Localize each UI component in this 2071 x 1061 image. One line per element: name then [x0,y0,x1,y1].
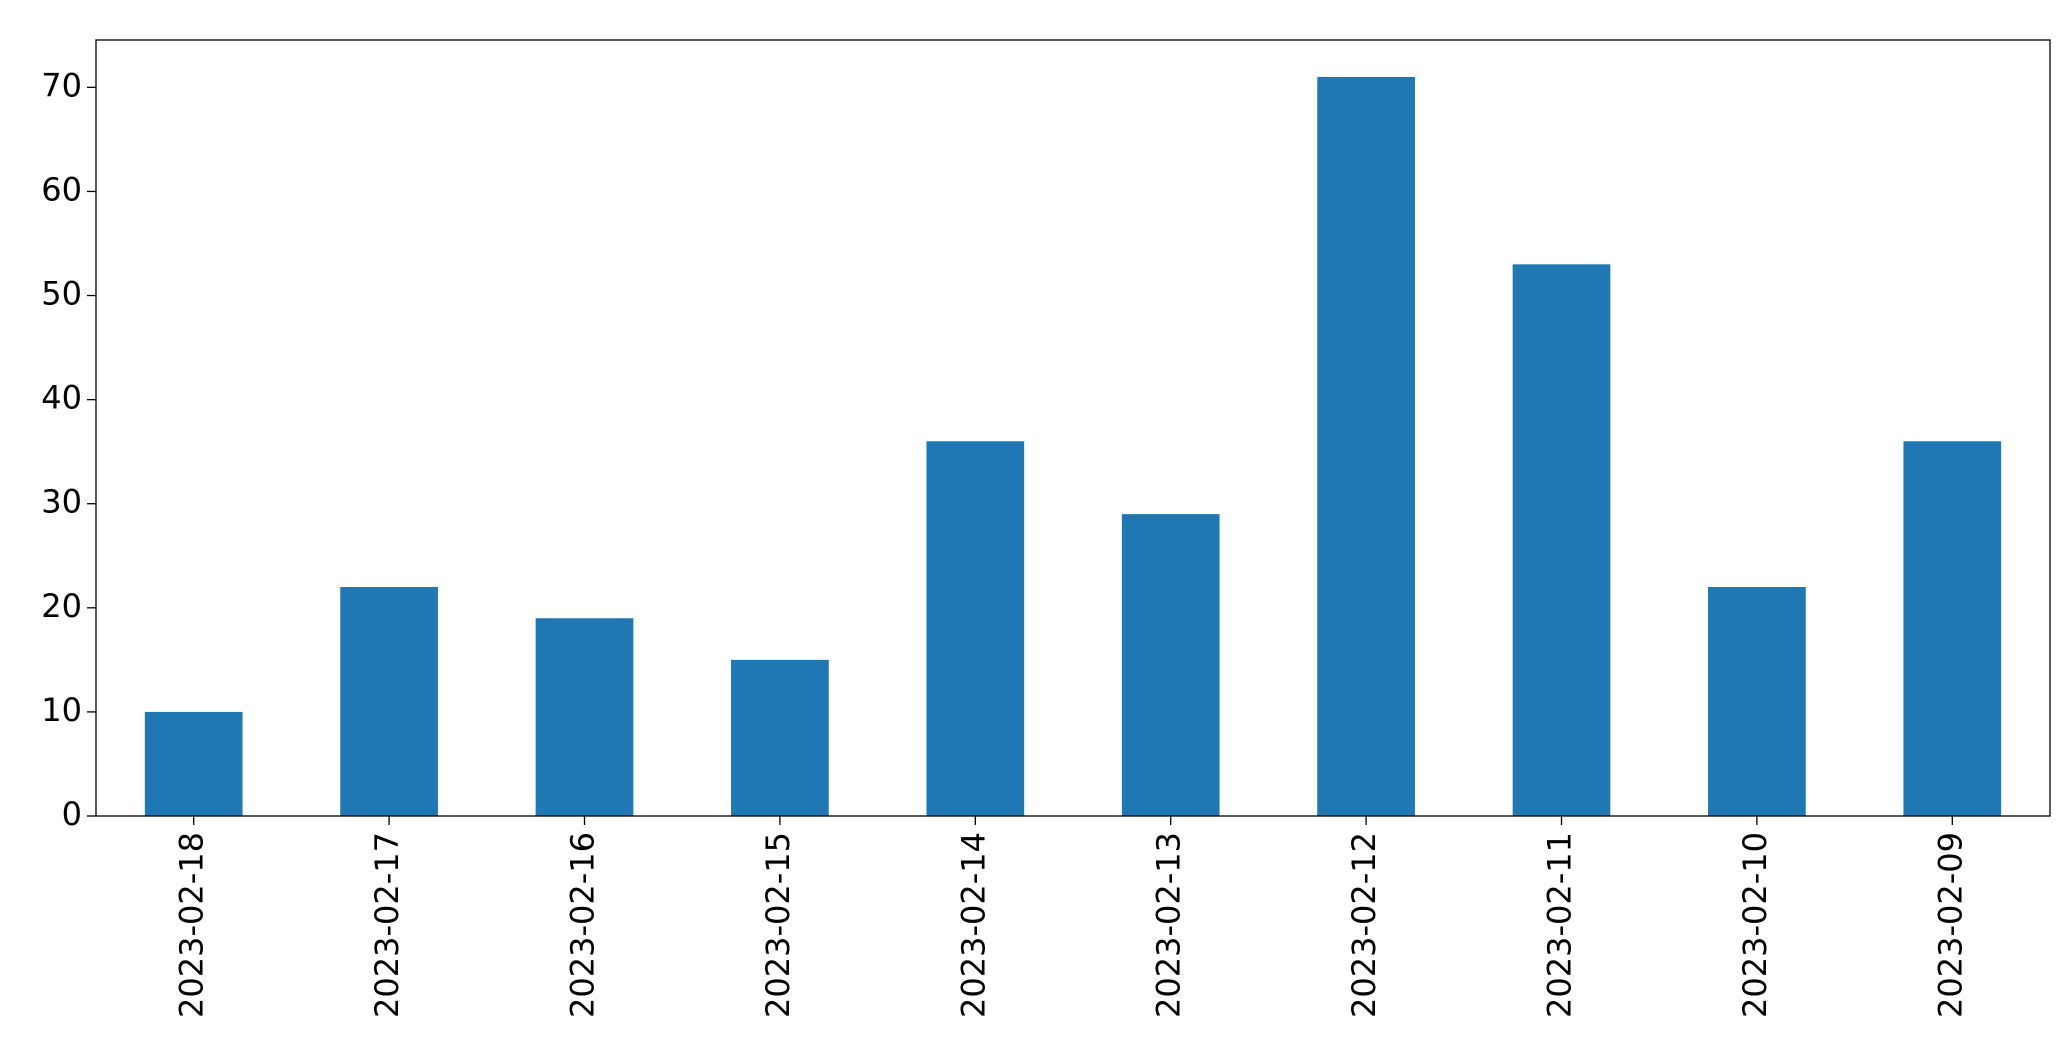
y-tick-label: 70 [41,66,82,104]
bar [926,441,1025,816]
bar [731,659,829,816]
bar [1512,264,1611,817]
y-tick-label: 10 [41,691,82,729]
y-tick-label: 30 [41,483,82,521]
x-tick-label: 2023-02-13 [1150,832,1188,1018]
x-tick-label: 2023-02-14 [954,832,992,1018]
x-tick-label: 2023-02-18 [173,832,211,1018]
x-tick-label: 2023-02-15 [759,832,797,1018]
bar [1903,441,2002,816]
y-tick-label: 50 [41,275,82,313]
bar [1708,586,1806,816]
x-tick-label: 2023-02-16 [564,832,602,1018]
bar [144,711,243,816]
y-tick-label: 40 [41,379,82,417]
bar [1121,514,1220,816]
y-tick-label: 0 [62,795,82,833]
y-tick-label: 20 [41,587,82,625]
bar [340,586,438,816]
bar [1317,76,1415,816]
plot-frame [95,39,2051,817]
x-tick-label: 2023-02-17 [368,832,406,1018]
x-tick-label: 2023-02-11 [1541,832,1579,1018]
bar [535,618,634,816]
x-tick-label: 2023-02-09 [1931,832,1969,1018]
x-tick-label: 2023-02-10 [1736,832,1774,1018]
x-tick-label: 2023-02-12 [1345,832,1383,1018]
y-tick-label: 60 [41,170,82,208]
